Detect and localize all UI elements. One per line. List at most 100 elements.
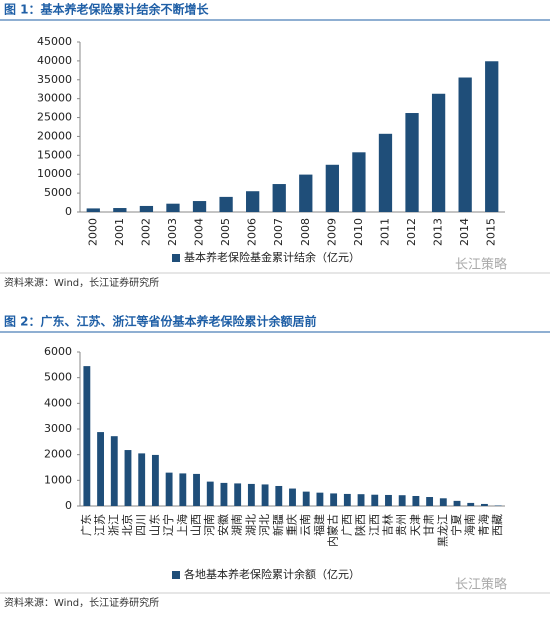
x-tick-label: 新疆: [271, 514, 285, 536]
legend-label: 基本养老保险基金累计结余（亿元）: [184, 250, 360, 264]
x-tick-label: 2000: [86, 218, 99, 246]
y-tick-label: 10000: [37, 167, 72, 180]
x-tick-label: 云南: [299, 514, 312, 536]
y-tick-label: 25000: [37, 111, 72, 124]
y-tick-label: 30000: [37, 92, 72, 105]
bar: [371, 494, 379, 506]
x-tick-label: 上海: [175, 514, 189, 536]
watermark: 长江策略: [455, 577, 507, 593]
x-tick-label: 2013: [432, 218, 445, 246]
watermark: 长江策略: [455, 257, 507, 273]
x-tick-label: 2001: [113, 218, 126, 246]
x-tick-label: 海南: [463, 514, 477, 536]
x-tick-label: 四川: [135, 514, 148, 536]
x-tick-label: 2011: [378, 218, 391, 246]
bar: [246, 191, 260, 212]
bar: [357, 494, 365, 506]
bar: [405, 113, 419, 212]
x-tick-label: 江苏: [94, 514, 107, 536]
bar: [485, 61, 499, 213]
bar: [83, 366, 91, 506]
bar: [398, 495, 406, 506]
x-tick-label: 陕西: [353, 514, 367, 536]
x-tick-label: 2012: [405, 218, 418, 246]
bar: [179, 473, 187, 506]
x-tick-label: 湖北: [244, 514, 257, 536]
bar: [113, 208, 127, 212]
x-tick-label: 宁夏: [449, 514, 463, 536]
x-tick-label: 2010: [352, 218, 365, 246]
bar: [458, 77, 472, 212]
y-tick-label: 35000: [37, 73, 72, 86]
chart-title: 图 2：广东、江苏、浙江等省份基本养老保险累计余额居前: [4, 314, 317, 329]
bar: [453, 500, 461, 506]
bar: [378, 133, 393, 212]
y-tick-label: 40000: [37, 54, 72, 67]
x-tick-label: 辽宁: [161, 514, 175, 536]
y-tick-label: 3000: [44, 422, 72, 435]
y-tick-label: 5000: [44, 186, 72, 199]
bar: [219, 196, 233, 212]
x-tick-label: 2014: [458, 218, 471, 246]
bar: [206, 481, 214, 506]
bar: [316, 492, 324, 506]
x-tick-label: 重庆: [285, 514, 299, 536]
x-tick-label: 2009: [325, 218, 338, 246]
chart-title: 图 1：基本养老保险累计结余不断增长: [4, 2, 210, 17]
bar: [193, 473, 200, 506]
x-tick-label: 河北: [258, 514, 271, 536]
x-tick-label: 2015: [485, 218, 498, 246]
bar: [385, 494, 392, 506]
bar: [289, 488, 296, 506]
bar: [138, 453, 146, 506]
bar: [272, 184, 286, 212]
y-tick-label: 2000: [44, 448, 72, 461]
x-tick-label: 黑龙江: [436, 514, 449, 547]
y-tick-label: 0: [65, 205, 72, 218]
x-tick-label: 安徽: [216, 514, 230, 536]
y-tick-label: 1000: [44, 473, 72, 486]
x-tick-label: 2004: [193, 218, 206, 246]
bar: [139, 205, 154, 212]
x-tick-label: 西藏: [491, 514, 504, 536]
y-tick-label: 15000: [37, 148, 72, 161]
bar: [275, 485, 283, 506]
bar: [234, 483, 242, 506]
x-tick-label: 广东: [80, 514, 93, 536]
bar: [86, 208, 100, 212]
bar: [343, 493, 351, 506]
x-tick-label: 河南: [203, 514, 216, 536]
y-tick-label: 20000: [37, 129, 72, 142]
x-tick-label: 贵州: [395, 514, 408, 536]
x-tick-label: 山西: [190, 514, 203, 536]
bar: [325, 164, 339, 212]
bar: [302, 491, 310, 506]
x-tick-label: 福建: [312, 514, 326, 536]
bar: [247, 483, 255, 506]
bar: [467, 502, 475, 506]
bar: [261, 484, 269, 506]
x-tick-label: 北京: [120, 514, 134, 536]
y-tick-label: 4000: [44, 396, 72, 409]
x-tick-label: 2003: [166, 218, 179, 246]
legend-label: 各地基本养老保险累计余额（亿元）: [184, 567, 360, 581]
bar: [426, 497, 434, 506]
x-tick-label: 甘肃: [423, 514, 436, 536]
x-tick-label: 广西: [340, 514, 353, 536]
x-tick-label: 2007: [272, 218, 285, 246]
x-tick-label: 湖南: [231, 514, 244, 536]
bar: [431, 93, 446, 212]
x-tick-label: 山东: [148, 514, 161, 536]
bar: [97, 432, 104, 506]
bar: [352, 152, 366, 212]
x-tick-label: 2005: [219, 218, 232, 246]
bar: [192, 201, 207, 212]
bar: [166, 203, 180, 212]
x-tick-label: 2006: [246, 218, 259, 246]
bar: [494, 505, 502, 506]
y-tick-label: 6000: [44, 345, 72, 358]
bar: [220, 482, 228, 506]
x-tick-label: 浙江: [107, 514, 120, 536]
bar: [110, 436, 118, 506]
